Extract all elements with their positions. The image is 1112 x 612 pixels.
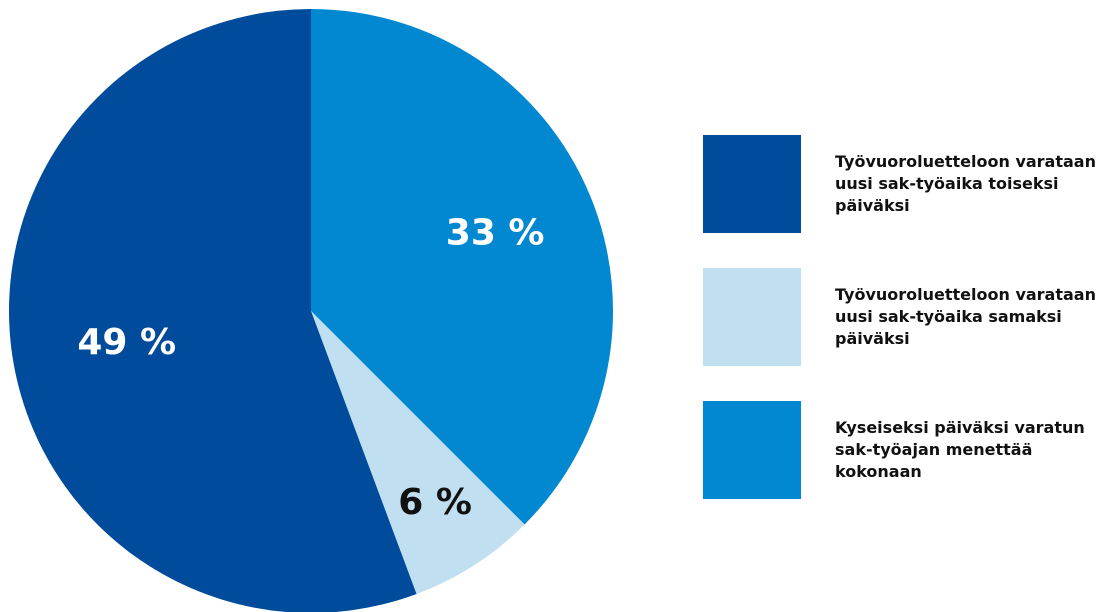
legend: Työvuoroluetteloon varataan uusi sak-työ… [703, 135, 1112, 534]
slice-label: 33 % [446, 213, 545, 254]
slice-label: 6 % [398, 482, 472, 523]
legend-swatch [703, 135, 801, 233]
pie-slice [9, 9, 417, 612]
legend-item: Työvuoroluetteloon varataan uusi sak-työ… [703, 135, 1112, 233]
legend-label: Kyseiseksi päiväksi varatun sak-työajan … [835, 418, 1085, 481]
pie-chart: 33 % 6 % 49 % [9, 9, 614, 612]
legend-label: Työvuoroluetteloon varataan uusi sak-työ… [835, 152, 1096, 215]
pie-slice [311, 311, 525, 594]
legend-label: Työvuoroluetteloon varataan uusi sak-työ… [835, 285, 1096, 348]
legend-item: Kyseiseksi päiväksi varatun sak-työajan … [703, 401, 1112, 499]
slice-label: 49 % [77, 322, 176, 363]
legend-swatch [703, 401, 801, 499]
pie-slice [311, 9, 614, 525]
legend-item: Työvuoroluetteloon varataan uusi sak-työ… [703, 268, 1112, 366]
legend-swatch [703, 268, 801, 366]
